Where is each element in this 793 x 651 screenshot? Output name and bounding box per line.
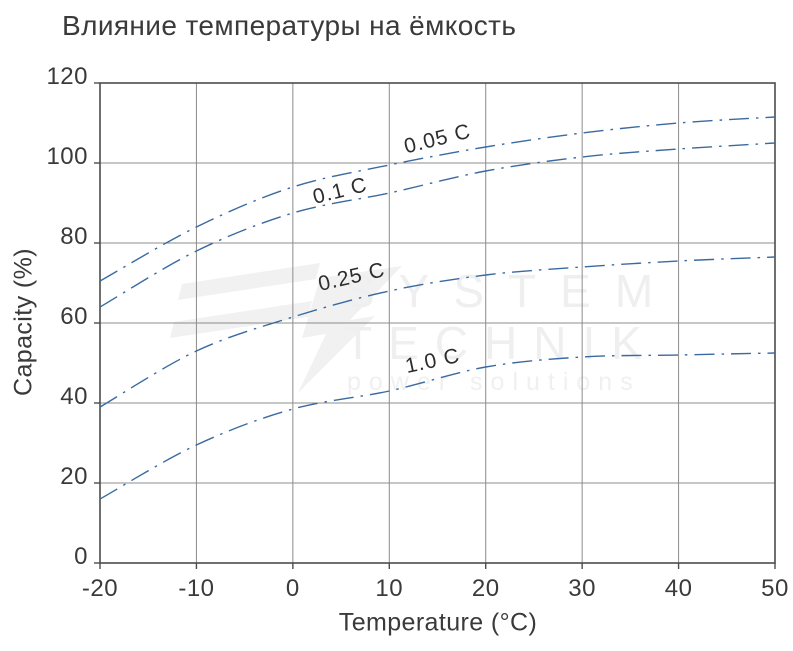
x-tick-label: -20 [82, 575, 118, 602]
series-label-1.0C: 1.0 C [403, 344, 462, 378]
series-line-0.1C [99, 142, 776, 308]
plot-frame [99, 82, 776, 564]
x-tick-label: 50 [761, 575, 789, 602]
y-tick-label: 20 [60, 463, 88, 490]
y-tick-label: 100 [46, 143, 88, 170]
x-tick-label: 20 [472, 575, 500, 602]
y-tick-label: 0 [74, 543, 88, 570]
x-tick-label: 30 [568, 575, 596, 602]
y-tick-label: 40 [60, 383, 88, 410]
series-label-0.1C: 0.1 C [311, 173, 370, 209]
series-line-0.25C [99, 256, 776, 408]
y-tick-label: 80 [60, 223, 88, 250]
series-line-1.0C [99, 352, 776, 500]
series-label-0.25C: 0.25 C [316, 258, 387, 296]
x-axis-title: Temperature (°C) [338, 608, 538, 637]
x-tick-label: -10 [178, 575, 214, 602]
y-tick-label: 60 [60, 303, 88, 330]
x-tick-label: 10 [375, 575, 403, 602]
series-line-0.05C [99, 116, 776, 282]
chart-title: Влияние температуры на ёмкость [62, 10, 517, 41]
x-tick-label: 0 [286, 575, 300, 602]
x-tick-label: 40 [665, 575, 693, 602]
series-label-0.05C: 0.05 C [402, 120, 473, 159]
y-tick-label: 120 [46, 63, 88, 90]
